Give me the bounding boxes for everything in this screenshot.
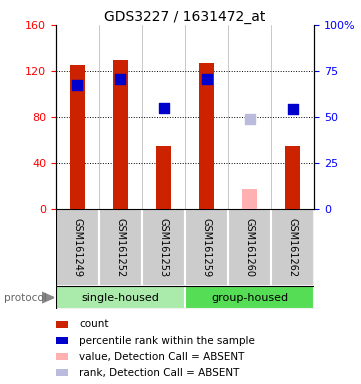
Bar <box>185 286 314 309</box>
Point <box>75 82 81 88</box>
Text: value, Detection Call = ABSENT: value, Detection Call = ABSENT <box>79 352 245 362</box>
Text: protocol: protocol <box>4 293 46 303</box>
Bar <box>199 63 214 209</box>
Point <box>204 76 209 82</box>
Text: single-housed: single-housed <box>82 293 160 303</box>
Bar <box>271 209 314 286</box>
Bar <box>56 321 68 328</box>
Bar <box>156 146 171 209</box>
Bar <box>56 369 68 376</box>
Bar <box>70 65 85 209</box>
Text: GSM161259: GSM161259 <box>201 218 212 277</box>
Bar <box>56 353 68 360</box>
Point <box>161 105 166 111</box>
Text: group-housed: group-housed <box>211 293 288 303</box>
Bar <box>113 60 128 209</box>
Bar <box>228 209 271 286</box>
Text: GSM161253: GSM161253 <box>158 218 169 277</box>
Polygon shape <box>42 292 54 303</box>
Bar <box>242 189 257 209</box>
Bar <box>56 337 68 344</box>
Text: GSM161249: GSM161249 <box>73 218 82 277</box>
Bar <box>56 209 99 286</box>
Text: GSM161262: GSM161262 <box>288 218 297 277</box>
Text: count: count <box>79 319 109 329</box>
Bar <box>99 209 142 286</box>
Point <box>290 106 295 112</box>
Title: GDS3227 / 1631472_at: GDS3227 / 1631472_at <box>104 10 266 24</box>
Bar <box>185 209 228 286</box>
Bar <box>142 209 185 286</box>
Point <box>247 116 252 122</box>
Point <box>118 76 123 82</box>
Bar <box>56 286 185 309</box>
Text: GSM161260: GSM161260 <box>244 218 255 277</box>
Text: rank, Detection Call = ABSENT: rank, Detection Call = ABSENT <box>79 368 240 378</box>
Text: GSM161252: GSM161252 <box>116 218 126 277</box>
Text: percentile rank within the sample: percentile rank within the sample <box>79 336 255 346</box>
Bar <box>285 146 300 209</box>
